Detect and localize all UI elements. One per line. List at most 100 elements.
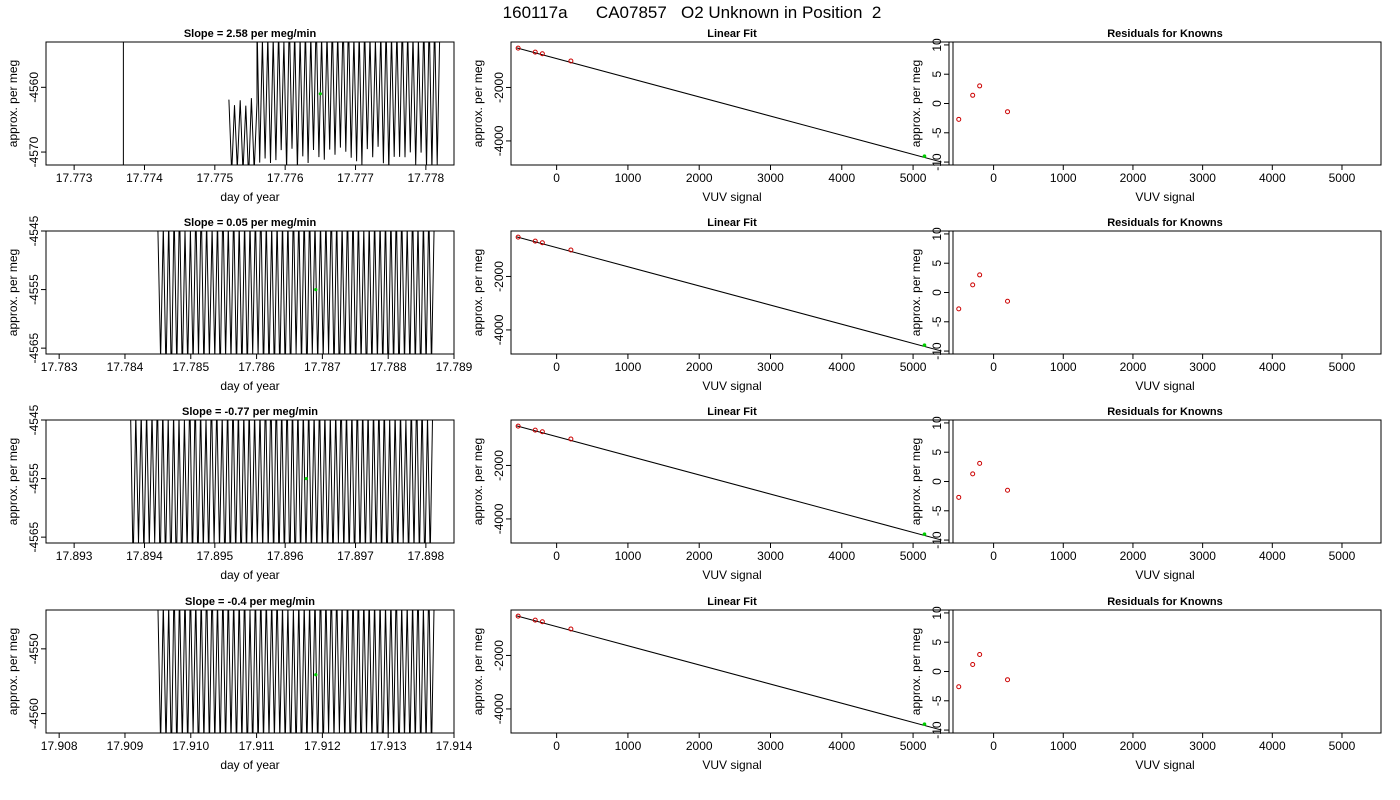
- x-tick-label: 0: [553, 360, 560, 374]
- x-tick-label: 17.895: [196, 549, 233, 563]
- x-tick-label: 17.775: [196, 171, 233, 185]
- series-line: [130, 420, 433, 543]
- unknown-point: [318, 92, 322, 96]
- y-axis-label: approx. per meg: [471, 628, 485, 715]
- x-tick-label: 4000: [828, 171, 855, 185]
- y-tick-label: -5: [930, 127, 944, 138]
- y-tick-label: -4555: [27, 463, 41, 494]
- known-point: [532, 49, 538, 55]
- known-point: [568, 626, 574, 632]
- y-tick-label: -10: [930, 153, 944, 171]
- x-tick-label: 0: [553, 549, 560, 563]
- y-axis-label: approx. per meg: [909, 249, 923, 336]
- x-tick-label: 17.897: [337, 549, 374, 563]
- chart-panel: Slope = 0.05 per meg/min 17.783 17.784 17.7…: [6, 215, 473, 393]
- x-tick-label: 0: [990, 360, 997, 374]
- plot-frame: [948, 230, 1382, 355]
- known-point: [515, 613, 521, 619]
- y-tick-label: 10: [930, 606, 944, 620]
- y-tick-label: 0: [930, 289, 944, 296]
- x-axis-label: VUV signal: [702, 379, 761, 393]
- residual-point: [1005, 487, 1011, 493]
- x-tick-label: 3000: [1189, 739, 1216, 753]
- y-tick-label: -5: [930, 316, 944, 327]
- y-axis-label: approx. per meg: [6, 60, 20, 147]
- plot-area: [515, 234, 942, 352]
- plot-frame: [510, 609, 954, 734]
- y-tick-label: 0: [930, 478, 944, 485]
- known-point: [539, 429, 545, 435]
- x-axis-label: VUV signal: [1135, 379, 1194, 393]
- x-axis-label: VUV signal: [702, 758, 761, 772]
- plot-frame: [45, 609, 455, 734]
- residual-point: [956, 494, 962, 500]
- x-axis-label: day of year: [220, 379, 279, 393]
- y-tick-label: -10: [930, 721, 944, 739]
- chart-title: Slope = 0.05 per meg/min: [184, 217, 317, 229]
- y-tick-label: 10: [930, 38, 944, 52]
- known-point: [539, 619, 545, 625]
- x-tick-label: 3000: [757, 360, 784, 374]
- chart-panel: Linear Fit 0 1000 2000 3000 4000 5000 -4000 -200…: [471, 406, 954, 582]
- known-point: [568, 247, 574, 253]
- unknown-point: [314, 287, 318, 292]
- y-tick-label: 5: [930, 260, 944, 267]
- x-axis-label: VUV signal: [1135, 190, 1194, 204]
- unknown-point: [922, 532, 927, 536]
- residual-point: [977, 652, 983, 658]
- residual-point: [956, 116, 962, 122]
- y-tick-label: -4550: [27, 633, 41, 664]
- plot-area: [157, 231, 435, 354]
- x-tick-label: 5000: [900, 171, 927, 185]
- x-tick-label: 3000: [757, 549, 784, 563]
- unknown-point: [922, 154, 927, 158]
- y-axis-label: approx. per meg: [6, 438, 20, 525]
- x-tick-label: 5000: [1329, 171, 1356, 185]
- plot-area: [515, 45, 942, 163]
- x-tick-label: 17.784: [107, 360, 144, 374]
- x-axis-label: day of year: [220, 568, 279, 582]
- plot-area: [956, 83, 1011, 122]
- unknown-point: [922, 722, 927, 726]
- x-tick-label: 2000: [1120, 360, 1147, 374]
- y-tick-label: -4545: [27, 215, 41, 246]
- chart-title: Residuals for Knowns: [1107, 217, 1223, 229]
- plot-frame: [45, 41, 455, 166]
- x-tick-label: 5000: [900, 549, 927, 563]
- chart-title: Slope = -0.4 per meg/min: [185, 596, 315, 608]
- plot-frame: [510, 230, 954, 355]
- chart-panel: Residuals for Knowns 0 1000 2000 3000 4000 500…: [909, 406, 1382, 582]
- figure-title: 160117a CA07857 O2 Unknown in Position 2: [503, 3, 882, 22]
- x-axis-label: day of year: [220, 758, 279, 772]
- fit-line: [516, 425, 942, 541]
- chart-panel: Slope = 2.58 per meg/min 17.773 17.774 17.7…: [6, 28, 455, 204]
- x-tick-label: 17.910: [172, 739, 209, 753]
- y-axis-label: approx. per meg: [909, 438, 923, 525]
- y-axis-label: approx. per meg: [471, 438, 485, 525]
- x-tick-label: 17.786: [238, 360, 275, 374]
- y-tick-label: -4545: [27, 404, 41, 435]
- y-tick-label: 0: [930, 668, 944, 675]
- chart-panel: Linear Fit 0 1000 2000 3000 4000 5000 -4000 -200…: [471, 596, 954, 772]
- x-axis-label: VUV signal: [702, 190, 761, 204]
- unknown-point: [922, 343, 927, 347]
- y-tick-label: 10: [930, 227, 944, 241]
- y-tick-label: -4000: [492, 503, 506, 534]
- x-tick-label: 4000: [1259, 739, 1286, 753]
- chart-panel: Linear Fit 0 1000 2000 3000 4000 5000 -4000 -200…: [471, 217, 954, 393]
- panels-grid: Slope = 2.58 per meg/min 17.773 17.774 17.7…: [6, 28, 1382, 772]
- chart-title: Residuals for Knowns: [1107, 596, 1223, 608]
- x-tick-label: 17.913: [370, 739, 407, 753]
- y-axis-label: approx. per meg: [909, 628, 923, 715]
- x-tick-label: 4000: [828, 549, 855, 563]
- unknown-point: [314, 673, 318, 677]
- x-tick-label: 17.898: [408, 549, 445, 563]
- chart-panel: Residuals for Knowns 0 1000 2000 3000 4000 500…: [909, 217, 1382, 393]
- chart-title: Slope = 2.58 per meg/min: [184, 28, 317, 40]
- known-point: [539, 51, 545, 57]
- x-tick-label: 17.774: [126, 171, 163, 185]
- plot-frame: [45, 230, 455, 355]
- known-point: [539, 240, 545, 246]
- plot-frame: [45, 419, 455, 544]
- x-tick-label: 3000: [1189, 549, 1216, 563]
